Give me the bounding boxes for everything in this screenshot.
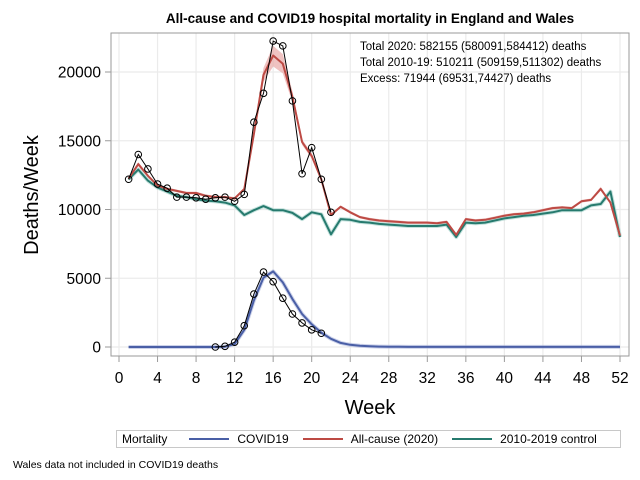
covid-observed-point: [221, 342, 229, 351]
x-tick-label: 8: [192, 370, 201, 387]
x-axis-label: Week: [345, 397, 397, 419]
all-cause-observed-point: [278, 42, 287, 50]
covid-observed-point: [278, 294, 287, 302]
x-tick-label: 40: [496, 370, 514, 387]
x-tick-label: 28: [380, 370, 397, 387]
x-tick-label: 48: [573, 370, 590, 387]
all-cause-observed-point: [259, 89, 268, 98]
annotation-total-2020: Total 2020: 582155 (580091,584412) death…: [360, 41, 587, 53]
x-tick-label: 52: [611, 370, 628, 387]
covid-observed-point: [250, 290, 258, 298]
control-band: [127, 167, 622, 239]
all-cause-line: [127, 54, 621, 236]
y-tick-label: 10000: [58, 202, 101, 219]
x-axis-ticks: 0 4 8 12 16 20 24 28 32 36 40 44 48 52: [115, 356, 629, 387]
legend-label-control: 2010-2019 control: [500, 432, 597, 446]
all-cause-observed-point: [240, 190, 249, 199]
all-cause-observed-line: [128, 40, 332, 213]
x-tick-label: 4: [153, 370, 162, 387]
covid-observed-line: [215, 271, 322, 348]
all-cause-observed-point: [124, 175, 133, 184]
y-tick-label: 15000: [58, 133, 101, 150]
all-cause-observed-point: [269, 37, 277, 45]
x-tick-label: 44: [534, 370, 552, 387]
legend-swatch-all-cause: [302, 438, 343, 440]
all-cause-observed-point: [288, 97, 297, 105]
legend-item-all-cause: All-cause (2020): [302, 432, 439, 446]
all-cause-observed-point: [134, 150, 143, 159]
y-axis-label: Deaths/Week: [21, 134, 43, 255]
all-cause-observed-point: [144, 165, 152, 173]
legend-item-control: 2010-2019 control: [452, 432, 597, 446]
all-cause-observed-point: [250, 118, 258, 126]
x-tick-label: 16: [265, 370, 282, 387]
covid-observed-point: [230, 338, 239, 346]
all-cause-observed-point: [211, 194, 220, 202]
legend-label-covid19: COVID19: [237, 432, 289, 446]
legend-swatch-control: [452, 438, 493, 440]
legend-item-covid19: COVID19: [189, 432, 289, 446]
all-cause-observed-point: [153, 180, 162, 188]
all-cause-observed-point: [298, 169, 306, 178]
plot-frame: [110, 32, 630, 357]
all-cause-observed-point: [201, 195, 210, 203]
x-tick-label: 24: [342, 370, 360, 387]
covid-observed-point: [240, 321, 249, 330]
x-tick-label: 0: [115, 370, 124, 387]
control-line: [127, 168, 621, 238]
legend: Mortality COVID19 All-cause (2020) 2010-…: [116, 430, 621, 448]
legend-title: Mortality: [122, 432, 168, 446]
covid-observed-point: [288, 310, 297, 318]
x-tick-label: 12: [226, 370, 243, 387]
covid-observed-point: [269, 277, 277, 286]
covid-line: [128, 270, 620, 348]
all-cause-observed-point: [182, 193, 191, 201]
chart-title: All-cause and COVID19 hospital mortality…: [166, 11, 574, 26]
x-tick-label: 20: [303, 370, 321, 387]
all-cause-observed-point: [221, 193, 229, 201]
all-cause-observed-point: [317, 175, 326, 184]
covid-band: [128, 269, 620, 349]
annotation-excess: Excess: 71944 (69531,74427) deaths: [360, 73, 551, 85]
y-tick-label: 5000: [67, 271, 102, 288]
annotation-total-2010-19: Total 2010-19: 510211 (509159,511302) de…: [360, 57, 602, 69]
all-cause-observed-point: [192, 194, 200, 202]
footnote: Wales data not included in COVID19 death…: [13, 459, 219, 471]
covid-observed-point: [259, 268, 268, 276]
covid-observed-point: [317, 329, 326, 338]
all-cause-observed-point: [163, 184, 171, 192]
covid-observed-point: [298, 319, 306, 327]
y-axis-ticks: 0 5000 10000 15000 20000: [58, 65, 111, 357]
all-cause-observed-point: [230, 197, 239, 206]
all-cause-observed-point: [307, 143, 316, 152]
grid: [111, 33, 629, 356]
legend-label-all-cause: All-cause (2020): [350, 432, 439, 446]
y-tick-label: 20000: [58, 65, 101, 82]
y-tick-label: 0: [92, 340, 101, 357]
all-cause-observed-point: [327, 208, 335, 217]
x-tick-label: 36: [457, 370, 474, 387]
x-tick-label: 32: [419, 370, 436, 387]
all-cause-observed-point: [173, 193, 181, 201]
covid-observed-point: [211, 343, 220, 351]
covid-observed-point: [307, 326, 316, 334]
series-marks: [124, 37, 622, 351]
legend-swatch-covid19: [189, 438, 230, 440]
